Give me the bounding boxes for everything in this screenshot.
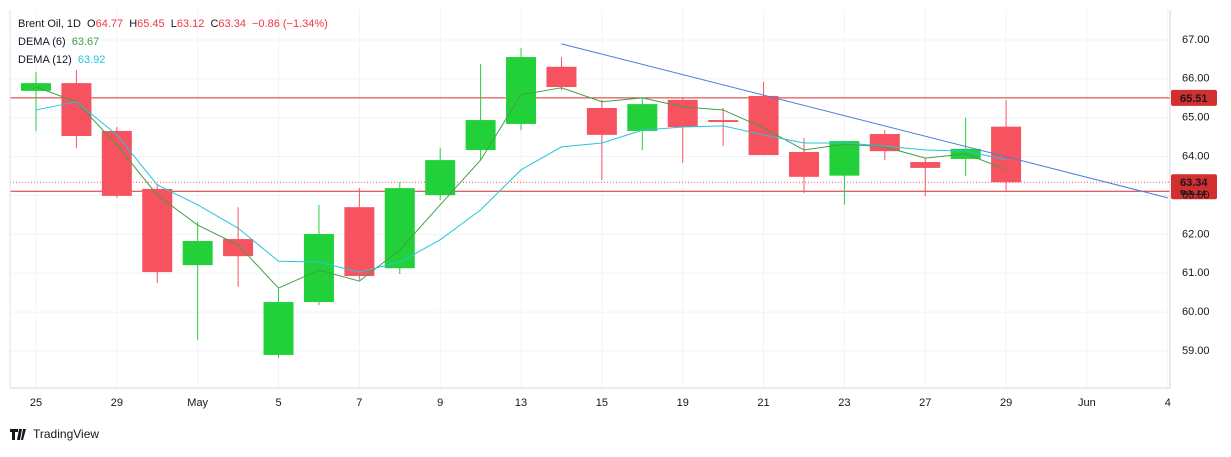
ohlc-value: 63.12 bbox=[177, 18, 205, 30]
logo-mark bbox=[10, 429, 26, 440]
y-tick-label: 67.00 bbox=[1182, 34, 1210, 46]
dema-line bbox=[35, 101, 1007, 273]
candle-body bbox=[465, 120, 496, 150]
x-tick-label: Jun bbox=[1078, 397, 1096, 409]
title: Brent Oil, 1D bbox=[18, 18, 81, 30]
candle-body bbox=[546, 66, 577, 87]
ohlc-label: O bbox=[87, 18, 96, 30]
candle-body bbox=[506, 57, 537, 124]
x-tick-label: 4 bbox=[1165, 397, 1171, 409]
ohlc-label: H bbox=[129, 18, 137, 30]
x-tick-label: 9 bbox=[437, 397, 443, 409]
candle-body bbox=[344, 207, 375, 276]
ohlc-value: 65.45 bbox=[137, 18, 165, 30]
y-tick-label: 63.00 bbox=[1182, 189, 1210, 201]
x-tick-label: 25 bbox=[30, 397, 42, 409]
candle-body bbox=[667, 99, 698, 128]
legend-entry: DEMA (6) 63.67 bbox=[18, 36, 99, 48]
candle-body bbox=[708, 120, 739, 122]
x-tick-label: 13 bbox=[515, 397, 527, 409]
x-tick-label: 7 bbox=[356, 397, 362, 409]
ohlc-value: 63.34 bbox=[218, 18, 246, 30]
dema-line bbox=[35, 86, 1007, 289]
x-tick-label: 15 bbox=[596, 397, 608, 409]
candle-body bbox=[425, 160, 456, 196]
y-tick-label: 62.00 bbox=[1182, 228, 1210, 240]
price-tag-label: 63.34 bbox=[1180, 177, 1208, 189]
x-tick-label: 19 bbox=[677, 397, 689, 409]
candle-body bbox=[182, 241, 213, 266]
x-tick-label: May bbox=[187, 397, 208, 409]
candle-body bbox=[869, 134, 900, 152]
x-tick-label: 21 bbox=[757, 397, 769, 409]
logo: TradingView bbox=[10, 427, 99, 441]
x-tick-label: 23 bbox=[838, 397, 850, 409]
legend-label: DEMA (12) bbox=[18, 54, 72, 66]
y-tick-label: 59.00 bbox=[1182, 345, 1210, 357]
candle-body bbox=[101, 130, 132, 196]
candle-body bbox=[748, 95, 779, 156]
candle-body bbox=[303, 234, 334, 303]
candle-body bbox=[910, 162, 941, 168]
y-tick-label: 64.00 bbox=[1182, 151, 1210, 163]
x-tick-label: 27 bbox=[919, 397, 931, 409]
legend-label: DEMA (6) bbox=[18, 36, 66, 48]
trendline bbox=[561, 43, 1168, 199]
header: Brent Oil, 1D O64.77 H65.45 L63.12 C63.3… bbox=[18, 18, 328, 30]
candle-body bbox=[61, 83, 92, 136]
legend-value: 63.92 bbox=[78, 54, 106, 66]
candle-body bbox=[223, 239, 254, 257]
legend-entry: DEMA (12) 63.92 bbox=[18, 54, 105, 66]
y-tick-label: 60.00 bbox=[1182, 306, 1210, 318]
candle-body bbox=[586, 108, 617, 135]
x-tick-label: 5 bbox=[275, 397, 281, 409]
price-tag bbox=[1171, 174, 1217, 191]
legend-value: 63.67 bbox=[72, 36, 100, 48]
y-tick-label: 65.00 bbox=[1182, 112, 1210, 124]
candle-body bbox=[627, 104, 658, 131]
candle-body bbox=[142, 188, 173, 273]
ohlc-value: 64.77 bbox=[96, 18, 124, 30]
candle-body bbox=[263, 302, 294, 355]
ohlc-label: C bbox=[210, 18, 218, 30]
price-tag-label: 65.51 bbox=[1180, 93, 1208, 105]
plot bbox=[10, 43, 1170, 359]
candle-body bbox=[788, 151, 819, 177]
change: −0.86 (−1.34%) bbox=[252, 18, 328, 30]
x-tick-label: 29 bbox=[1000, 397, 1012, 409]
y-tick-label: 66.00 bbox=[1182, 73, 1210, 85]
price-tag bbox=[1171, 89, 1217, 106]
ohlc-label: L bbox=[171, 18, 177, 30]
y-tick-label: 61.00 bbox=[1182, 267, 1210, 279]
candle-body bbox=[829, 141, 860, 176]
x-tick-label: 29 bbox=[111, 397, 123, 409]
candle-body bbox=[384, 188, 415, 269]
footer: TradingView bbox=[33, 427, 99, 441]
